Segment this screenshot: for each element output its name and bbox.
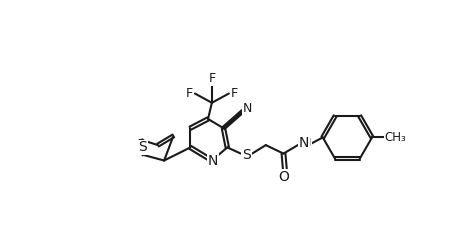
Text: N: N — [242, 102, 252, 115]
Text: F: F — [186, 87, 193, 100]
Text: F: F — [209, 72, 216, 85]
Text: N: N — [299, 136, 309, 150]
Text: S: S — [242, 148, 251, 162]
Text: F: F — [231, 87, 238, 100]
Text: H: H — [303, 138, 311, 148]
Text: N: N — [207, 154, 218, 168]
Text: O: O — [278, 170, 289, 184]
Text: S: S — [138, 140, 147, 154]
Text: CH₃: CH₃ — [384, 131, 406, 144]
